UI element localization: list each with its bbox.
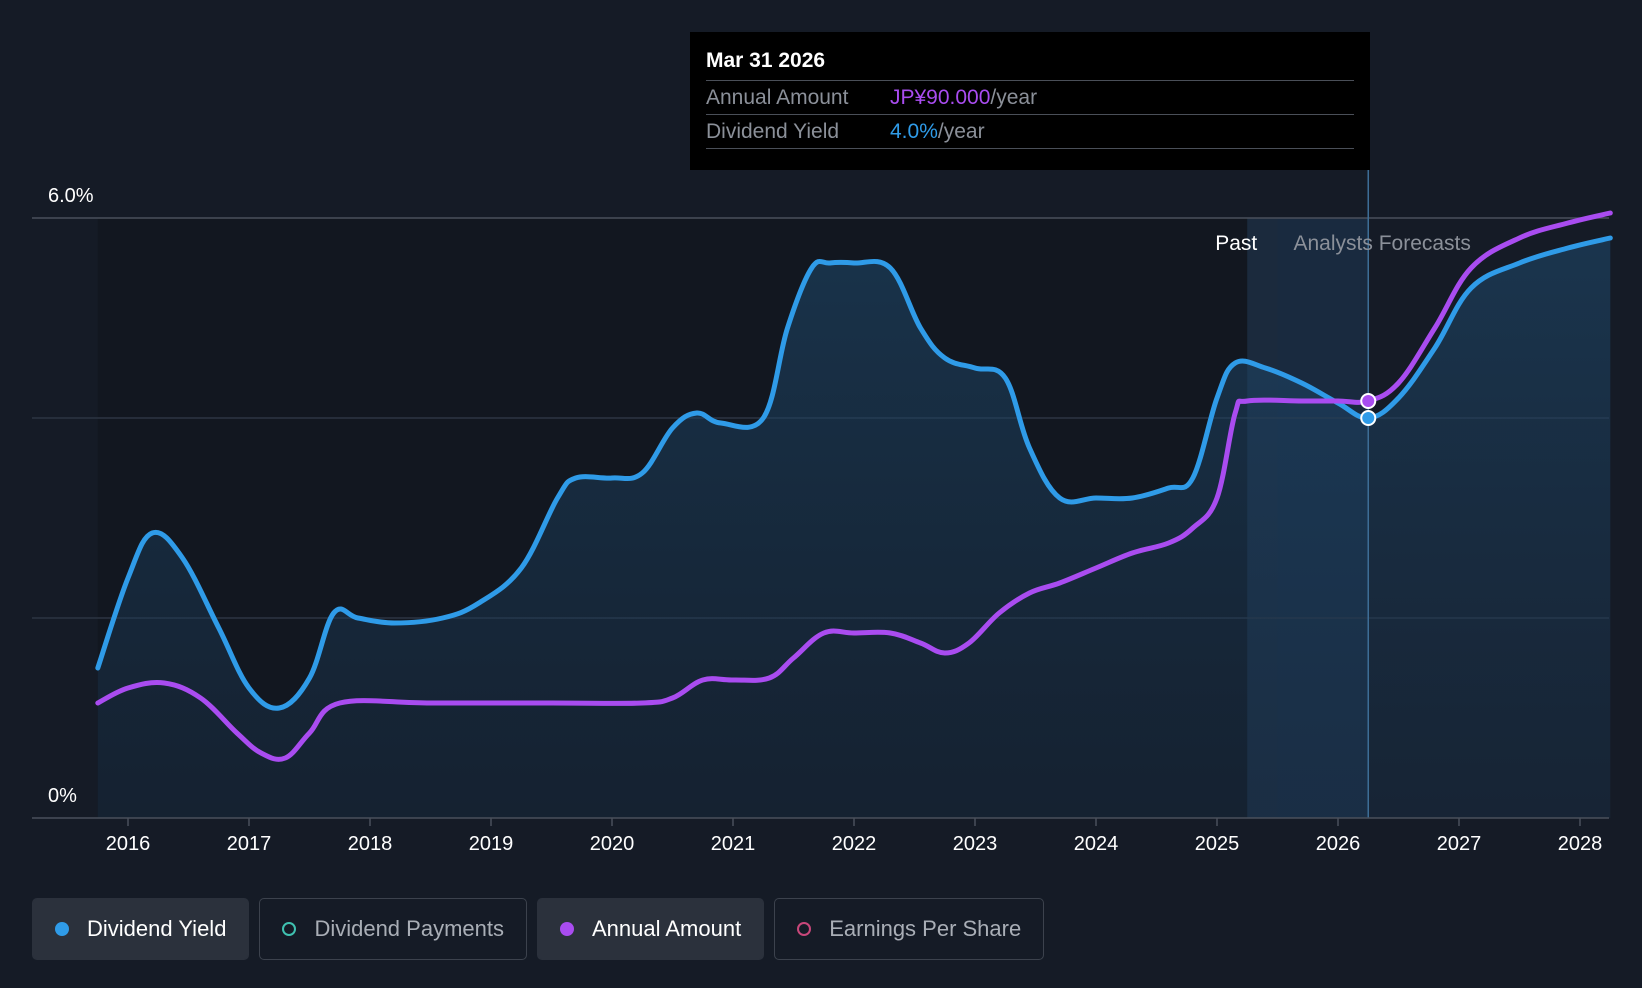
tooltip-unit: /year bbox=[990, 86, 1038, 109]
x-axis-ticks: 2016 2017 2018 2019 2020 2021 2022 2023 2024 2025… bbox=[106, 818, 1603, 855]
dividend-yield-line bbox=[95, 235, 1613, 711]
legend-label: Earnings Per Share bbox=[829, 916, 1022, 941]
legend-earnings-per-share-button[interactable]: Earnings Per Share bbox=[774, 898, 1045, 960]
tooltip-unit: /year bbox=[937, 120, 985, 143]
earnings-per-share-ring-icon bbox=[797, 922, 812, 936]
y-axis-bottom-label: 0% bbox=[48, 785, 77, 807]
legend-dividend-yield-button[interactable]: Dividend Yield bbox=[32, 898, 250, 960]
annual-amount-marker[interactable] bbox=[1360, 393, 1377, 409]
tooltip-date: Mar 31 2026 bbox=[706, 49, 826, 72]
y-axis-top-label: 6.0% bbox=[48, 185, 94, 207]
legend-label: Dividend Payments bbox=[314, 916, 504, 941]
forecast-region-label: Analysts Forecasts bbox=[1294, 232, 1471, 255]
legend-label: Dividend Yield bbox=[87, 916, 227, 941]
annual-amount-dot-icon bbox=[559, 922, 574, 936]
past-region-label: Past bbox=[1215, 232, 1257, 255]
x-tick-label: 2016 bbox=[106, 833, 151, 855]
tooltip-value: JP¥90.000 bbox=[890, 86, 991, 109]
x-tick-label: 2021 bbox=[711, 833, 756, 855]
tooltip: Mar 31 2026 Annual Amount JP¥90.000 /yea… bbox=[690, 32, 1370, 170]
legend: Dividend Yield Dividend Payments Annual … bbox=[32, 898, 1045, 960]
x-tick-label: 2025 bbox=[1195, 833, 1240, 855]
x-tick-label: 2018 bbox=[348, 833, 393, 855]
x-tick-label: 2019 bbox=[469, 833, 514, 855]
tooltip-label: Annual Amount bbox=[706, 86, 849, 109]
x-tick-label: 2017 bbox=[227, 833, 272, 855]
dividend-yield-area bbox=[97, 238, 1611, 818]
tooltip-row-dividend-yield: Dividend Yield 4.0% /year bbox=[706, 114, 1354, 149]
dividend-yield-dot-icon bbox=[55, 922, 69, 936]
tooltip-label: Dividend Yield bbox=[706, 120, 840, 143]
legend-annual-amount-button[interactable]: Annual Amount bbox=[536, 898, 765, 960]
legend-label: Annual Amount bbox=[591, 916, 742, 941]
dividend-yield-marker[interactable] bbox=[1360, 410, 1377, 426]
x-tick-label: 2023 bbox=[953, 833, 998, 855]
dividend-payments-ring-icon bbox=[282, 922, 297, 936]
x-tick-label: 2028 bbox=[1558, 833, 1603, 855]
legend-dividend-payments-button[interactable]: Dividend Payments bbox=[259, 898, 527, 960]
x-tick-label: 2024 bbox=[1074, 833, 1119, 855]
annual-amount-line bbox=[95, 210, 1613, 762]
x-tick-label: 2022 bbox=[832, 833, 877, 855]
x-tick-label: 2027 bbox=[1437, 833, 1482, 855]
tooltip-row-annual-amount: Annual Amount JP¥90.000 /year bbox=[706, 80, 1354, 114]
x-tick-label: 2020 bbox=[590, 833, 635, 855]
tooltip-value: 4.0% bbox=[890, 120, 938, 143]
x-tick-label: 2026 bbox=[1316, 833, 1361, 855]
